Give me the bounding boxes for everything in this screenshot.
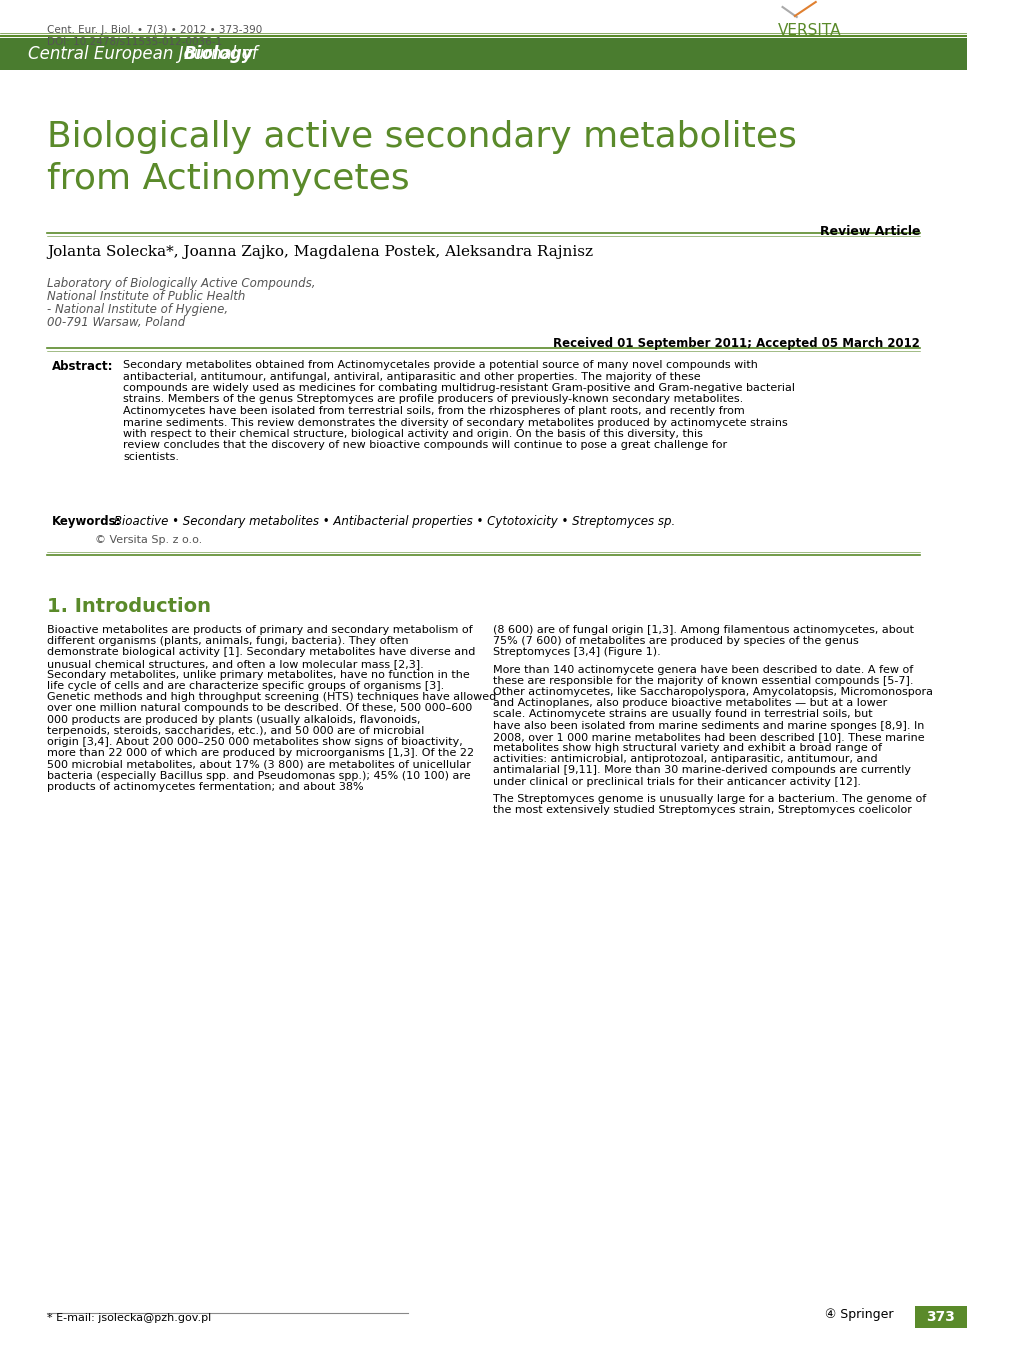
Text: life cycle of cells and are characterize specific groups of organisms [3].: life cycle of cells and are characterize…	[47, 681, 444, 691]
FancyBboxPatch shape	[914, 1306, 967, 1328]
Text: over one million natural compounds to be described. Of these, 500 000–600: over one million natural compounds to be…	[47, 703, 472, 713]
FancyBboxPatch shape	[0, 38, 967, 70]
Text: Jolanta Solecka*, Joanna Zajko, Magdalena Postek, Aleksandra Rajnisz: Jolanta Solecka*, Joanna Zajko, Magdalen…	[47, 245, 593, 260]
Text: under clinical or preclinical trials for their anticancer activity [12].: under clinical or preclinical trials for…	[493, 776, 860, 787]
Text: ④ Springer: ④ Springer	[824, 1307, 893, 1321]
Text: VERSITA: VERSITA	[777, 23, 841, 38]
Text: different organisms (plants, animals, fungi, bacteria). They often: different organisms (plants, animals, fu…	[47, 636, 409, 646]
Text: terpenoids, steroids, saccharides, etc.), and 50 000 are of microbial: terpenoids, steroids, saccharides, etc.)…	[47, 726, 424, 736]
Text: - National Institute of Hygiene,: - National Institute of Hygiene,	[47, 303, 228, 316]
Text: DOI: 10.2478/s11535-012-0036-1: DOI: 10.2478/s11535-012-0036-1	[47, 38, 222, 47]
Text: * E-mail: jsolecka@pzh.gov.pl: * E-mail: jsolecka@pzh.gov.pl	[47, 1313, 212, 1323]
Text: Streptomyces [3,4] (Figure 1).: Streptomyces [3,4] (Figure 1).	[493, 647, 660, 658]
Text: strains. Members of the genus Streptomyces are profile producers of previously-k: strains. Members of the genus Streptomyc…	[123, 394, 743, 405]
Text: 75% (7 600) of metabolites are produced by species of the genus: 75% (7 600) of metabolites are produced …	[493, 636, 858, 646]
Text: Bioactive metabolites are products of primary and secondary metabolism of: Bioactive metabolites are products of pr…	[47, 625, 473, 635]
Text: 500 microbial metabolites, about 17% (3 800) are metabolites of unicellular: 500 microbial metabolites, about 17% (3 …	[47, 760, 471, 769]
Text: metabolites show high structural variety and exhibit a broad range of: metabolites show high structural variety…	[493, 742, 881, 753]
Text: demonstrate biological activity [1]. Secondary metabolites have diverse and: demonstrate biological activity [1]. Sec…	[47, 647, 475, 658]
Text: © Versita Sp. z o.o.: © Versita Sp. z o.o.	[95, 535, 202, 545]
Text: The Streptomyces genome is unusually large for a bacterium. The genome of: The Streptomyces genome is unusually lar…	[493, 794, 925, 804]
Text: Keywords:: Keywords:	[52, 515, 121, 529]
Text: Cent. Eur. J. Biol. • 7(3) • 2012 • 373-390: Cent. Eur. J. Biol. • 7(3) • 2012 • 373-…	[47, 26, 263, 35]
Text: scientists.: scientists.	[123, 452, 179, 461]
Text: More than 140 actinomycete genera have been described to date. A few of: More than 140 actinomycete genera have b…	[493, 664, 913, 675]
Text: Received 01 September 2011; Accepted 05 March 2012: Received 01 September 2011; Accepted 05 …	[552, 338, 919, 350]
Text: 000 products are produced by plants (usually alkaloids, flavonoids,: 000 products are produced by plants (usu…	[47, 714, 421, 725]
Text: more than 22 000 of which are produced by microorganisms [1,3]. Of the 22: more than 22 000 of which are produced b…	[47, 748, 474, 759]
Text: compounds are widely used as medicines for combating multidrug-resistant Gram-po: compounds are widely used as medicines f…	[123, 383, 795, 393]
Text: have also been isolated from marine sediments and marine sponges [8,9]. In: have also been isolated from marine sedi…	[493, 721, 923, 730]
Text: bacteria (especially Bacillus spp. and Pseudomonas spp.); 45% (10 100) are: bacteria (especially Bacillus spp. and P…	[47, 771, 471, 780]
Text: review concludes that the discovery of new bioactive compounds will continue to : review concludes that the discovery of n…	[123, 441, 727, 451]
Text: marine sediments. This review demonstrates the diversity of secondary metabolite: marine sediments. This review demonstrat…	[123, 417, 788, 428]
Text: the most extensively studied Streptomyces strain, Streptomyces coelicolor: the most extensively studied Streptomyce…	[493, 806, 911, 815]
Text: Other actinomycetes, like Saccharopolyspora, Amycolatopsis, Micromonospora: Other actinomycetes, like Saccharopolysp…	[493, 687, 932, 697]
Text: Bioactive • Secondary metabolites • Antibacterial properties • Cytotoxicity • St: Bioactive • Secondary metabolites • Anti…	[114, 515, 675, 529]
Text: unusual chemical structures, and often a low molecular mass [2,3].: unusual chemical structures, and often a…	[47, 659, 424, 668]
Text: and Actinoplanes, also produce bioactive metabolites — but at a lower: and Actinoplanes, also produce bioactive…	[493, 698, 887, 709]
Text: Abstract:: Abstract:	[52, 360, 113, 373]
Text: Review Article: Review Article	[819, 225, 919, 238]
Text: Secondary metabolites, unlike primary metabolites, have no function in the: Secondary metabolites, unlike primary me…	[47, 670, 470, 679]
Text: Actinomycetes have been isolated from terrestrial soils, from the rhizospheres o: Actinomycetes have been isolated from te…	[123, 406, 744, 416]
Text: 00-791 Warsaw, Poland: 00-791 Warsaw, Poland	[47, 316, 185, 330]
Text: 2008, over 1 000 marine metabolites had been described [10]. These marine: 2008, over 1 000 marine metabolites had …	[493, 732, 924, 742]
Text: Genetic methods and high throughput screening (HTS) techniques have allowed: Genetic methods and high throughput scre…	[47, 693, 496, 702]
Text: antimalarial [9,11]. More than 30 marine-derived compounds are currently: antimalarial [9,11]. More than 30 marine…	[493, 765, 910, 776]
Text: Central European Journal of: Central European Journal of	[29, 44, 263, 63]
Text: these are responsible for the majority of known essential compounds [5-7].: these are responsible for the majority o…	[493, 675, 913, 686]
Text: 1. Introduction: 1. Introduction	[47, 597, 211, 616]
Text: with respect to their chemical structure, biological activity and origin. On the: with respect to their chemical structure…	[123, 429, 702, 438]
Text: Laboratory of Biologically Active Compounds,: Laboratory of Biologically Active Compou…	[47, 277, 316, 291]
Text: Biology: Biology	[183, 44, 253, 63]
Text: National Institute of Public Health: National Institute of Public Health	[47, 291, 246, 303]
Text: origin [3,4]. About 200 000–250 000 metabolites show signs of bioactivity,: origin [3,4]. About 200 000–250 000 meta…	[47, 737, 463, 746]
Text: scale. Actinomycete strains are usually found in terrestrial soils, but: scale. Actinomycete strains are usually …	[493, 709, 872, 720]
Text: Secondary metabolites obtained from Actinomycetales provide a potential source o: Secondary metabolites obtained from Acti…	[123, 360, 757, 370]
Text: products of actinomycetes fermentation; and about 38%: products of actinomycetes fermentation; …	[47, 781, 364, 792]
Text: 373: 373	[925, 1310, 955, 1323]
Text: Biologically active secondary metabolites
from Actinomycetes: Biologically active secondary metabolite…	[47, 120, 797, 196]
Text: (8 600) are of fungal origin [1,3]. Among filamentous actinomycetes, about: (8 600) are of fungal origin [1,3]. Amon…	[493, 625, 913, 635]
Text: activities: antimicrobial, antiprotozoal, antiparasitic, antitumour, and: activities: antimicrobial, antiprotozoal…	[493, 755, 877, 764]
Text: antibacterial, antitumour, antifungal, antiviral, antiparasitic and other proper: antibacterial, antitumour, antifungal, a…	[123, 371, 700, 382]
